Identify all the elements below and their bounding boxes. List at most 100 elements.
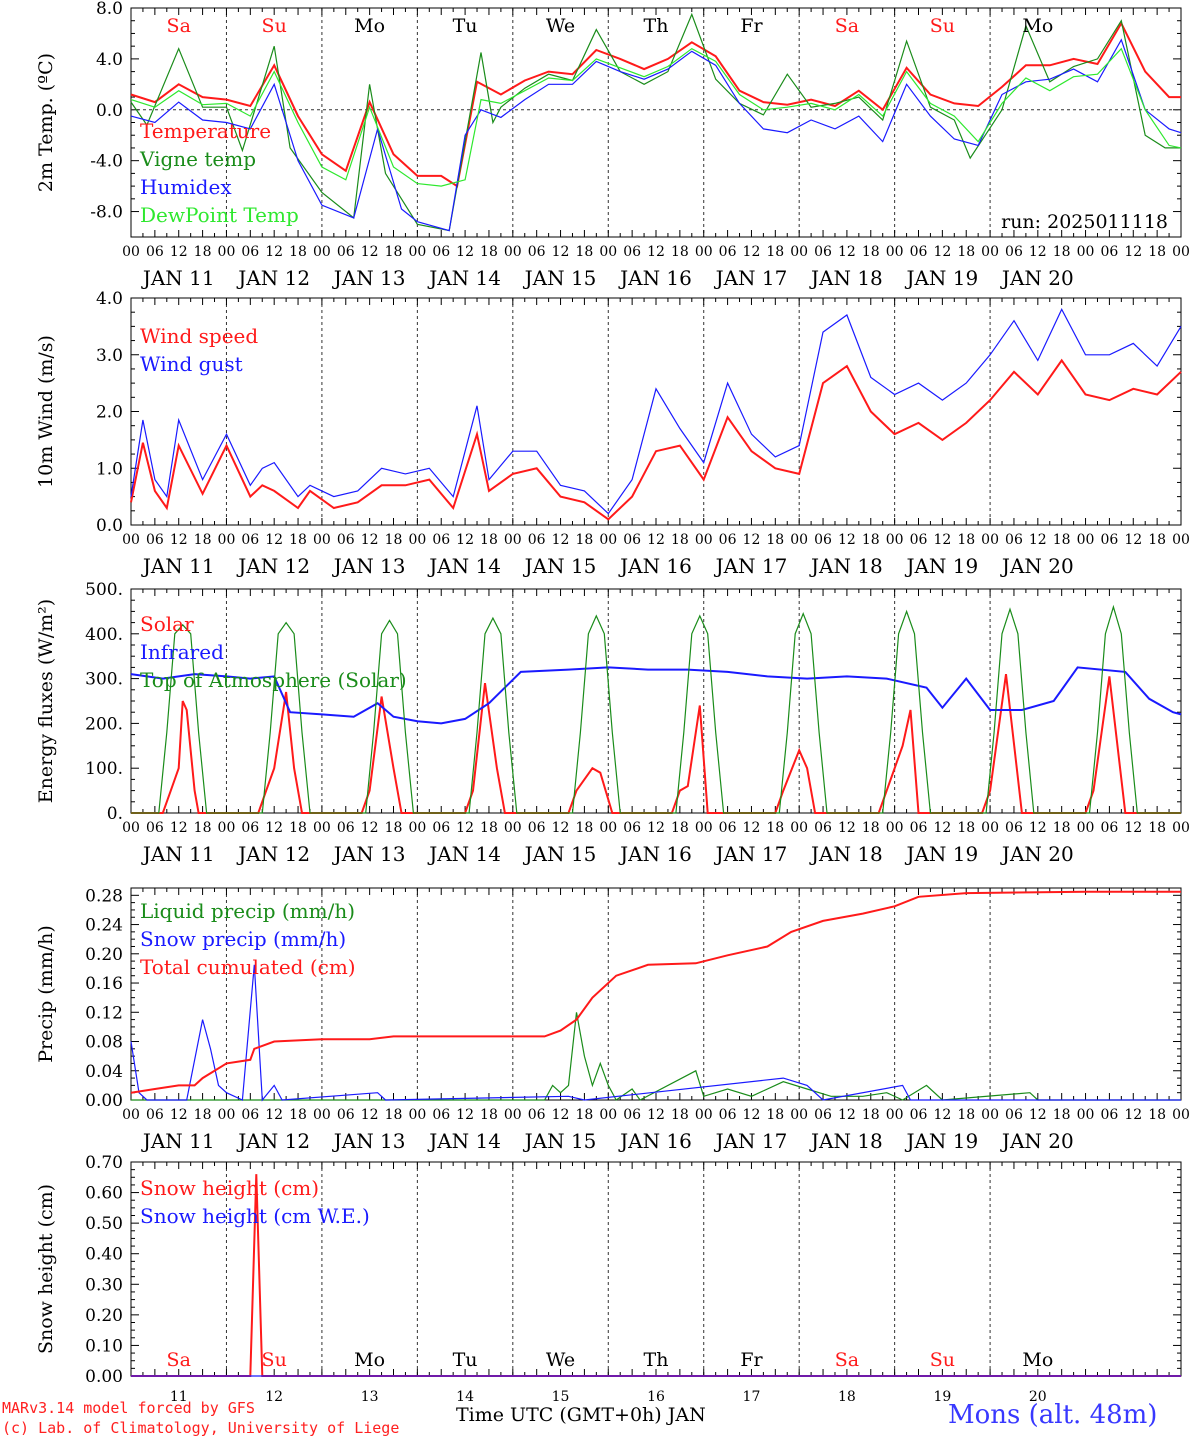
panel-5: Snow height (cm) [35,1161,1182,1377]
hour-tick-label: 06 [814,532,832,548]
hour-tick-label: 12 [933,1107,951,1123]
date-label: JAN 15 [523,842,597,866]
hour-tick-label: 00 [695,820,713,836]
hour-tick-label: 00 [1077,1107,1095,1123]
hour-tick-label: 00 [313,244,331,260]
hour-tick-label: 00 [981,244,999,260]
panel-2: 10m Wind (m/s) [35,297,1182,526]
legend-entry: Vigne temp [139,147,256,171]
legend-entry: Wind speed [140,324,258,348]
hour-tick-label: 06 [528,1107,546,1123]
hour-tick-label: 12 [647,244,665,260]
hour-tick-label: 06 [623,532,641,548]
hour-tick-label: 12 [361,532,379,548]
date-label: JAN 19 [904,842,978,866]
y-tick-label: 0.0 [96,516,123,536]
legend-entry: Solar [140,612,194,636]
run-annotation: run: 2025011118 [1001,211,1168,233]
hour-tick-label: 06 [146,244,164,260]
day-number-label: 18 [838,1389,856,1405]
hour-tick-label: 06 [623,1107,641,1123]
weekday-label: We [546,15,575,37]
date-label: JAN 14 [427,1129,501,1153]
hour-tick-label: 00 [695,532,713,548]
date-label: JAN 11 [141,554,215,578]
hour-tick-label: 06 [910,820,928,836]
hour-tick-label: 18 [1053,532,1071,548]
hour-tick-label: 12 [456,244,474,260]
date-label: JAN 11 [141,1129,215,1153]
y-tick-label: 0.0 [96,101,123,121]
date-label: JAN 18 [809,554,883,578]
y-tick-label: 0.20 [85,1306,123,1326]
date-label: JAN 19 [904,554,978,578]
hour-tick-label: 00 [1172,532,1190,548]
y-axis-label: Snow height (cm) [35,1184,57,1354]
hour-tick-label: 00 [218,244,236,260]
hour-tick-label: 12 [1124,1107,1142,1123]
weekday-label: Th [644,15,669,37]
y-tick-label: 0.50 [85,1214,123,1234]
day-number-label: 19 [933,1389,951,1405]
date-label: JAN 15 [523,554,597,578]
hour-tick-label: 00 [599,1107,617,1123]
y-tick-label: 0.20 [85,945,123,965]
hour-tick-label: 00 [504,820,522,836]
legend-entry: Temperature [140,119,271,143]
hour-tick-label: 00 [790,532,808,548]
hour-tick-label: 00 [408,532,426,548]
hour-tick-label: 18 [1053,1107,1071,1123]
date-label: JAN 12 [236,842,310,866]
date-label: JAN 19 [904,266,978,290]
hour-tick-label: 18 [385,820,403,836]
hour-tick-label: 12 [361,820,379,836]
hour-tick-label: 06 [241,1107,259,1123]
y-tick-label: 400. [85,625,123,645]
hour-tick-label: 12 [265,820,283,836]
hour-tick-label: 06 [1005,532,1023,548]
hour-tick-label: 06 [432,244,450,260]
series-line [130,964,1181,1102]
hour-tick-label: 18 [766,532,784,548]
y-tick-label: 0.40 [85,1245,123,1265]
weekday-label: Fr [740,15,763,37]
hour-tick-label: 18 [575,1107,593,1123]
hour-tick-label: 18 [957,532,975,548]
hour-tick-label: 00 [886,532,904,548]
date-label: JAN 15 [523,1129,597,1153]
y-tick-label: 100. [85,759,123,779]
date-label: JAN 16 [618,266,692,290]
hour-tick-label: 18 [671,532,689,548]
weekday-label: Sa [835,1349,859,1371]
date-label: JAN 14 [427,842,501,866]
hour-tick-label: 00 [790,820,808,836]
hour-tick-label: 06 [337,1107,355,1123]
hour-tick-label: 18 [766,820,784,836]
hour-tick-label: 00 [313,532,331,548]
date-label: JAN 18 [809,266,883,290]
hour-tick-label: 00 [218,532,236,548]
hour-tick-label: 00 [1172,244,1190,260]
series-line [130,47,1182,187]
hour-tick-label: 18 [194,244,212,260]
y-tick-label: 0.70 [85,1153,123,1173]
weekday-label: Mo [354,15,385,37]
y-tick-label: 1.0 [96,459,123,479]
hour-tick-label: 18 [957,1107,975,1123]
y-tick-label: 0.00 [85,1367,123,1387]
y-tick-label: -8.0 [90,203,123,223]
y-tick-label: 3.0 [96,346,123,366]
weekday-label: Tu [453,1349,478,1371]
hour-tick-label: 00 [408,820,426,836]
legend-entry: Humidex [140,175,232,199]
hour-tick-label: 06 [146,820,164,836]
day-number-label: 15 [552,1389,570,1405]
hour-tick-label: 12 [265,532,283,548]
y-axis-label: Precip (mm/h) [35,925,57,1063]
hour-tick-label: 06 [241,532,259,548]
hour-tick-label: 00 [886,820,904,836]
hour-tick-label: 12 [1029,1107,1047,1123]
hour-tick-label: 12 [838,532,856,548]
hour-tick-label: 12 [743,1107,761,1123]
hour-tick-label: 06 [910,244,928,260]
